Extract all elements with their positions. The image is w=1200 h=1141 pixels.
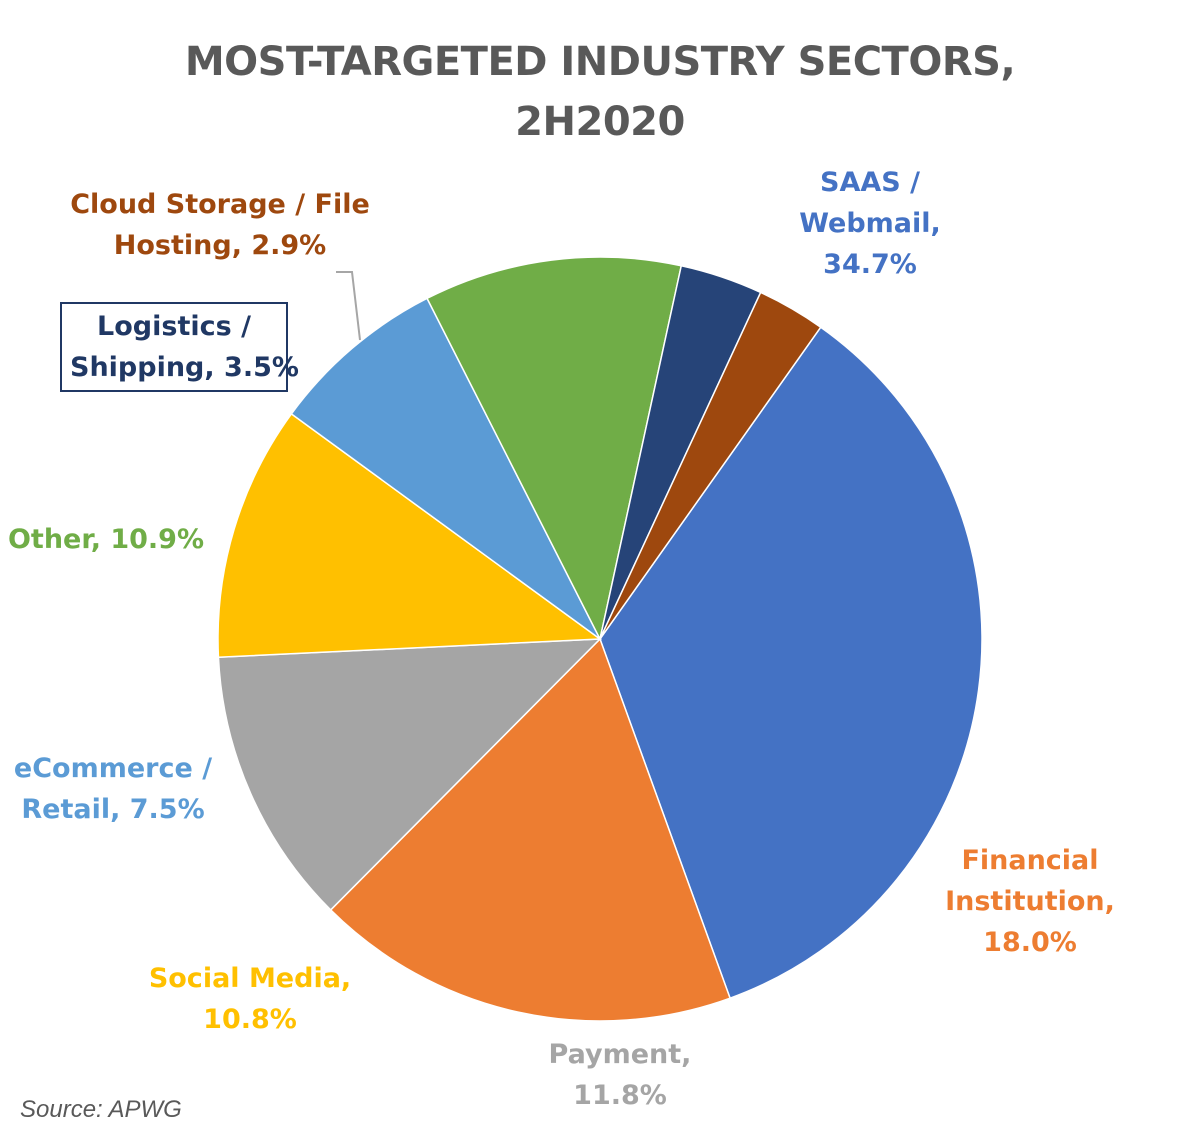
label-social-line-2: 10.8% [203,1004,297,1035]
label-saas-line-3: 34.7% [823,249,917,280]
chart-title-line-1: MOST-TARGETED INDUSTRY SECTORS, [184,39,1016,85]
label-financial-line-1: Financial [961,845,1099,876]
label-payment-line-1: Payment, [548,1039,692,1070]
pie-slice-payment [217,638,602,911]
label-payment-line-2: 11.8% [573,1080,667,1111]
label-cloud-line-1: Cloud Storage / File [70,189,370,220]
label-payment: Payment, 11.8% [540,1034,700,1116]
chart-title-line-2: 2H2020 [515,99,685,145]
label-ecommerce-line-1: eCommerce / [13,753,213,784]
pie-slice-ecommerce-retail [290,297,601,640]
label-logistics-line-2: Shipping, 3.5% [70,352,299,383]
label-financial-line-3: 18.0% [983,927,1077,958]
pie-slice-saas-webmail [599,326,983,1000]
label-social-media: Social Media, 10.8% [140,958,360,1040]
label-logistics-line-1: Logistics / [97,311,251,342]
label-saas-line-2: Webmail, [799,208,941,239]
cloud-storage-leader-line [336,271,361,341]
pie-slice-social-media [217,412,603,658]
label-social-line-1: Social Media, [148,963,352,994]
label-cloud-storage: Cloud Storage / File Hosting, 2.9% [70,184,370,266]
label-saas-webmail: SAAS / Webmail, 34.7% [780,162,960,285]
label-ecommerce-retail: eCommerce / Retail, 7.5% [8,748,218,830]
label-other-line-1: Other, 10.9% [7,524,205,555]
pie-slice-financial-institution [329,637,732,1022]
label-ecommerce-line-2: Retail, 7.5% [21,794,205,825]
label-financial-line-2: Institution, [945,886,1115,917]
label-financial-institution: Financial Institution, 18.0% [930,840,1130,963]
label-logistics-shipping: Logistics / Shipping, 3.5% [60,302,299,392]
label-saas-line-1: SAAS / [820,167,920,198]
source-note: Source: APWG [20,1096,182,1123]
pie-slices [217,256,983,1022]
label-other: Other, 10.9% [6,519,206,560]
label-cloud-line-2: Hosting, 2.9% [113,230,327,261]
pie-slice-other [426,256,683,642]
pie-slice-cloud-storage [599,291,822,640]
